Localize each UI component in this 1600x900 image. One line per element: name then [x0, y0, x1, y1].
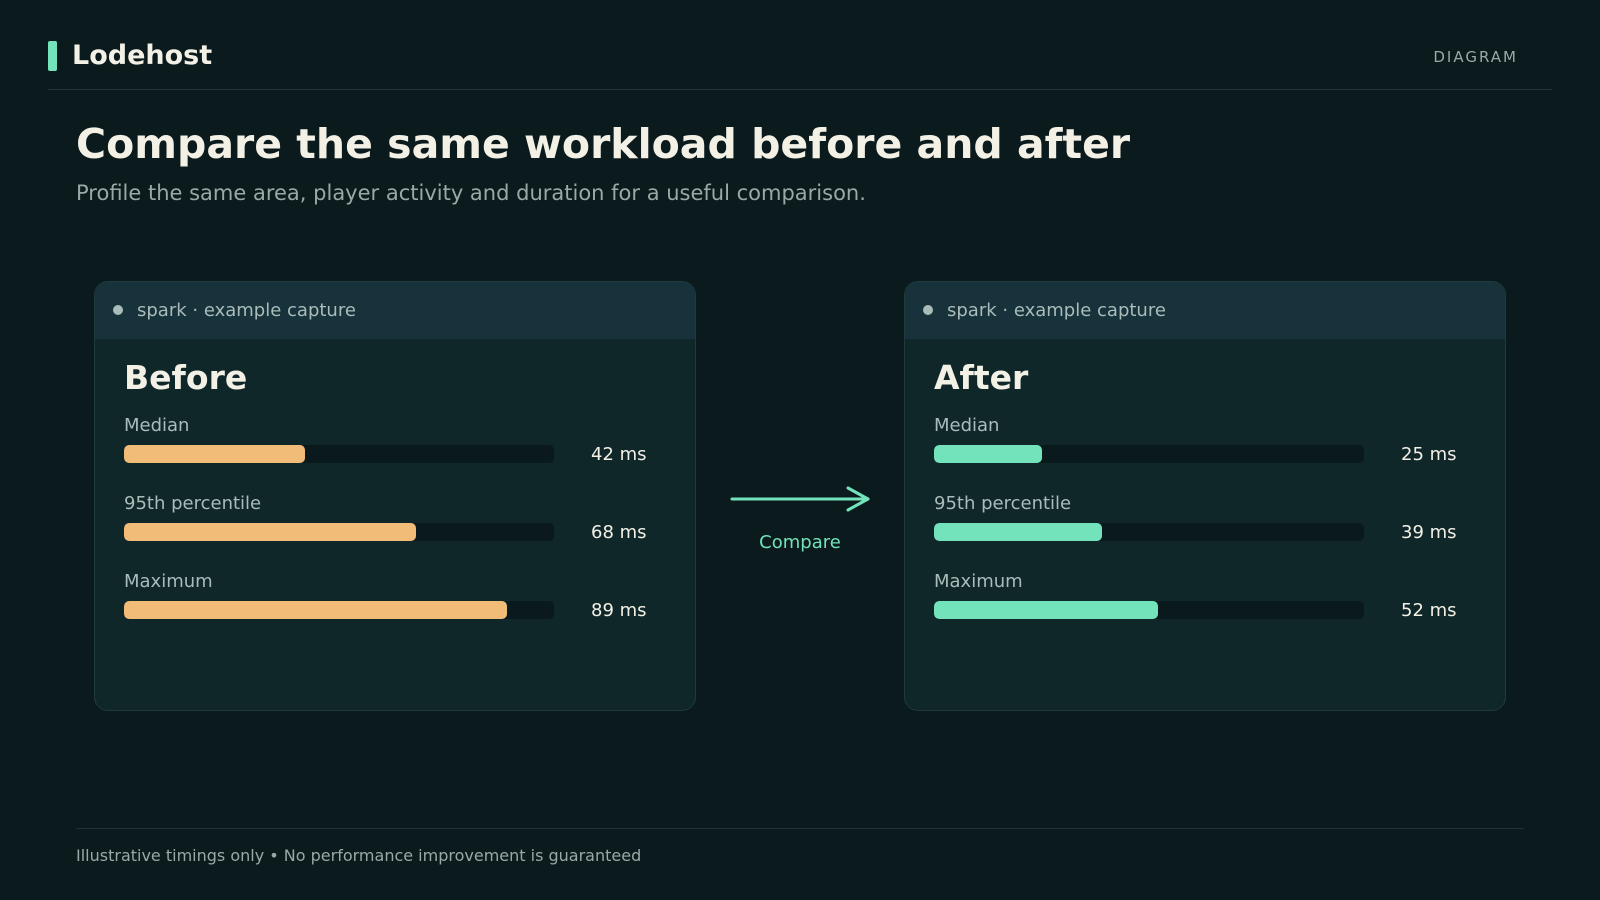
- metric-value: 42 ms: [591, 444, 647, 465]
- brand-name: Lodehost: [72, 40, 213, 71]
- metric-maximum: Maximum 52 ms: [934, 571, 1474, 631]
- page-subtitle: Profile the same area, player activity a…: [76, 181, 866, 205]
- page-title: Compare the same workload before and aft…: [76, 120, 1131, 168]
- metric-median: Median 25 ms: [934, 415, 1474, 475]
- metric-median: Median 42 ms: [124, 415, 664, 475]
- metric-bar: [934, 445, 1042, 463]
- header-tag: DIAGRAM: [1433, 48, 1518, 66]
- card-caption: spark · example capture: [947, 300, 1166, 321]
- metric-value: 39 ms: [1401, 522, 1457, 543]
- metric-label: Maximum: [934, 571, 1023, 592]
- metric-track: [124, 601, 554, 619]
- before-card: spark · example capture Before Median 42…: [94, 281, 696, 711]
- metric-bar: [934, 523, 1102, 541]
- metric-label: Maximum: [124, 571, 213, 592]
- metric-track: [934, 601, 1364, 619]
- metric-bar: [934, 601, 1158, 619]
- footer-note: Illustrative timings only • No performan…: [76, 846, 642, 865]
- card-title: After: [934, 358, 1029, 397]
- metric-label: 95th percentile: [124, 493, 262, 514]
- metric-p95: 95th percentile 68 ms: [124, 493, 664, 553]
- brand-mark: [48, 41, 57, 71]
- metric-p95: 95th percentile 39 ms: [934, 493, 1474, 553]
- footer-divider: [76, 828, 1524, 829]
- metric-track: [124, 445, 554, 463]
- compare-label: Compare: [759, 532, 841, 553]
- metric-track: [124, 523, 554, 541]
- metric-label: 95th percentile: [934, 493, 1072, 514]
- arrow-right-icon: [730, 486, 870, 512]
- card-header: spark · example capture: [95, 282, 695, 339]
- metric-value: 89 ms: [591, 600, 647, 621]
- card-caption: spark · example capture: [137, 300, 356, 321]
- metric-track: [934, 445, 1364, 463]
- metric-maximum: Maximum 89 ms: [124, 571, 664, 631]
- status-dot-icon: [113, 304, 123, 315]
- card-title: Before: [124, 358, 248, 397]
- metric-bar: [124, 601, 507, 619]
- metric-label: Median: [934, 415, 1000, 436]
- after-card: spark · example capture After Median 25 …: [904, 281, 1506, 711]
- metric-track: [934, 523, 1364, 541]
- card-header: spark · example capture: [905, 282, 1505, 339]
- status-dot-icon: [923, 304, 933, 315]
- metric-value: 25 ms: [1401, 444, 1457, 465]
- metric-label: Median: [124, 415, 190, 436]
- header: Lodehost DIAGRAM: [48, 36, 1552, 90]
- metric-bar: [124, 445, 305, 463]
- metric-value: 52 ms: [1401, 600, 1457, 621]
- metric-value: 68 ms: [591, 522, 647, 543]
- metric-bar: [124, 523, 417, 541]
